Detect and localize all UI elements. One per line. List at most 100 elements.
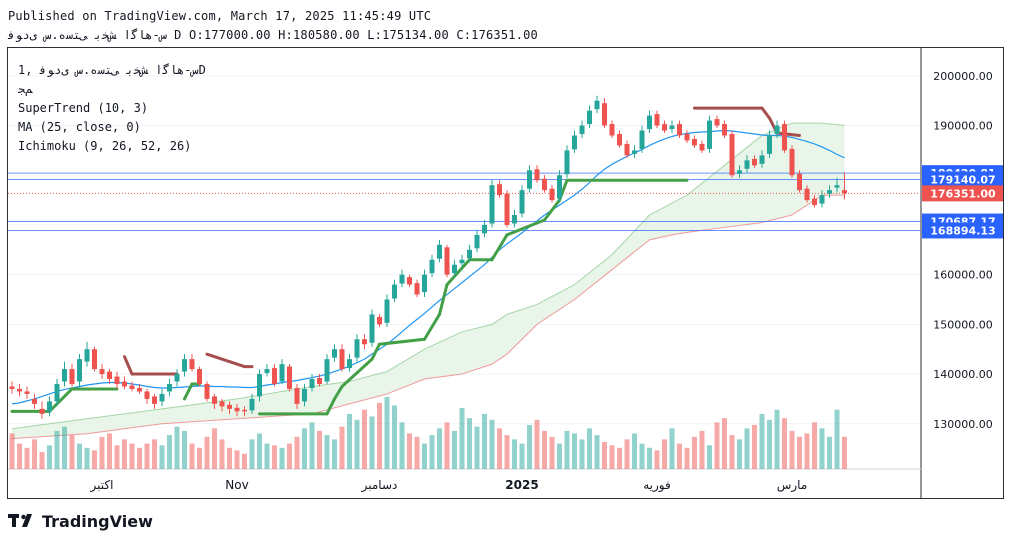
candle-body	[39, 408, 45, 414]
candle-body	[759, 155, 765, 164]
price-label-box	[922, 171, 1003, 188]
volume-bar	[369, 416, 375, 469]
volume-bar	[497, 428, 502, 469]
volume-bar	[812, 422, 817, 469]
x-tick-label: فوریه	[643, 478, 671, 493]
candle-body	[339, 349, 345, 370]
volume-bar	[77, 443, 82, 469]
volume-bar	[414, 436, 420, 469]
volume-bar	[47, 445, 52, 469]
volume-bar	[332, 439, 337, 469]
candle-body	[422, 274, 427, 293]
candle-body	[182, 359, 187, 372]
volume-bar	[669, 428, 675, 469]
candle-body	[92, 349, 97, 370]
candle-body	[519, 190, 525, 214]
candle-body	[744, 160, 750, 169]
volume-bar	[159, 445, 165, 469]
y-tick-label: 190000.00	[933, 120, 993, 133]
price-label-text: 179140.07	[930, 174, 995, 187]
ma-line	[11, 129, 845, 405]
candle-body	[9, 386, 15, 389]
candle-body	[69, 369, 75, 384]
candle-body	[542, 178, 547, 191]
candle-body	[512, 215, 517, 224]
candle-body	[662, 124, 667, 131]
volume-bar	[602, 441, 607, 469]
candle-body	[617, 134, 622, 146]
volume-bar	[294, 436, 300, 469]
candle-body	[474, 234, 480, 249]
ichimoku-span-b	[11, 194, 845, 440]
candle-body	[54, 383, 60, 402]
ichimoku-cloud	[12, 123, 845, 439]
candle-body	[819, 195, 825, 204]
volume-bar	[24, 447, 30, 469]
volume-bar	[579, 439, 585, 469]
volume-bar	[272, 445, 277, 469]
candle-body	[47, 401, 52, 412]
volume-bar	[759, 413, 765, 469]
volume-bar	[767, 419, 772, 469]
volume-bar	[212, 428, 217, 469]
volume-bar	[122, 439, 127, 469]
candle-body	[632, 150, 637, 154]
candle-body	[227, 404, 232, 409]
candle-body	[572, 135, 577, 150]
candle-body	[669, 125, 675, 130]
candle-body	[564, 150, 570, 175]
volume-bar	[632, 433, 637, 469]
y-tick-label: 160000.00	[933, 269, 993, 282]
candle-body	[234, 407, 240, 412]
volume-bar	[467, 418, 472, 469]
y-tick-label: 200000.00	[933, 70, 993, 83]
candle-body	[122, 381, 127, 387]
candle-body	[377, 316, 382, 325]
volume-bar	[459, 408, 465, 469]
candle-body	[459, 259, 465, 264]
volume-bar	[557, 443, 562, 469]
volume-bar	[842, 436, 847, 469]
volume-bar	[39, 452, 45, 469]
volume-bar	[107, 433, 112, 469]
price-label-text: 168894.13	[930, 224, 995, 237]
volume-bar	[9, 433, 15, 469]
volume-bar	[752, 424, 757, 469]
supertrend-segment	[370, 342, 381, 361]
candle-body	[392, 284, 397, 299]
legend-ma[interactable]: MA (25, close, 0)	[18, 120, 141, 134]
volume-bar	[69, 435, 75, 469]
candle-body	[774, 125, 780, 134]
candle-body	[707, 120, 712, 149]
y-tick-label: 140000.00	[933, 368, 993, 381]
volume-bar	[444, 422, 450, 469]
legend-supertrend[interactable]: SuperTrend (10, 3)	[18, 101, 149, 115]
legend-ichimoku[interactable]: Ichimoku (9, 26, 52, 26)	[18, 139, 192, 153]
legend-title[interactable]: ﺱ-ﻫﺎﮔﺍ ﺶﺨﺑ ﯽﺘﺳﻩ.ﺱ ﯼﺩﻮﻓ ,1D	[18, 63, 206, 77]
candle-body	[489, 185, 495, 224]
supertrend-segment	[378, 337, 426, 346]
published-line: Published on TradingView.com, March 17, …	[8, 9, 432, 23]
volume-bar	[219, 439, 225, 469]
supertrend-segment	[423, 312, 441, 341]
volume-bar	[429, 435, 435, 469]
volume-bar	[827, 436, 832, 469]
candle-body	[279, 364, 285, 382]
candle-body	[789, 148, 795, 176]
volume-bar	[227, 447, 232, 469]
volume-bar	[182, 430, 187, 469]
candle-body	[32, 398, 37, 404]
volume-bar	[722, 418, 727, 469]
tradingview-logo[interactable]: TradingView	[8, 511, 153, 531]
legend-exchange: ﻢﺠ	[18, 82, 33, 96]
volume-bar	[737, 439, 742, 469]
volume-bar	[797, 436, 802, 469]
y-tick-label: 150000.00	[933, 318, 993, 331]
candle-body	[294, 387, 300, 404]
volume-bar	[354, 419, 360, 469]
volume-bar	[302, 428, 307, 469]
chart-frame	[7, 47, 1004, 499]
volume-bar	[819, 428, 825, 469]
volume-bar	[152, 439, 157, 469]
price-chart[interactable]: 130000.00140000.00150000.00160000.001700…	[8, 48, 1004, 498]
